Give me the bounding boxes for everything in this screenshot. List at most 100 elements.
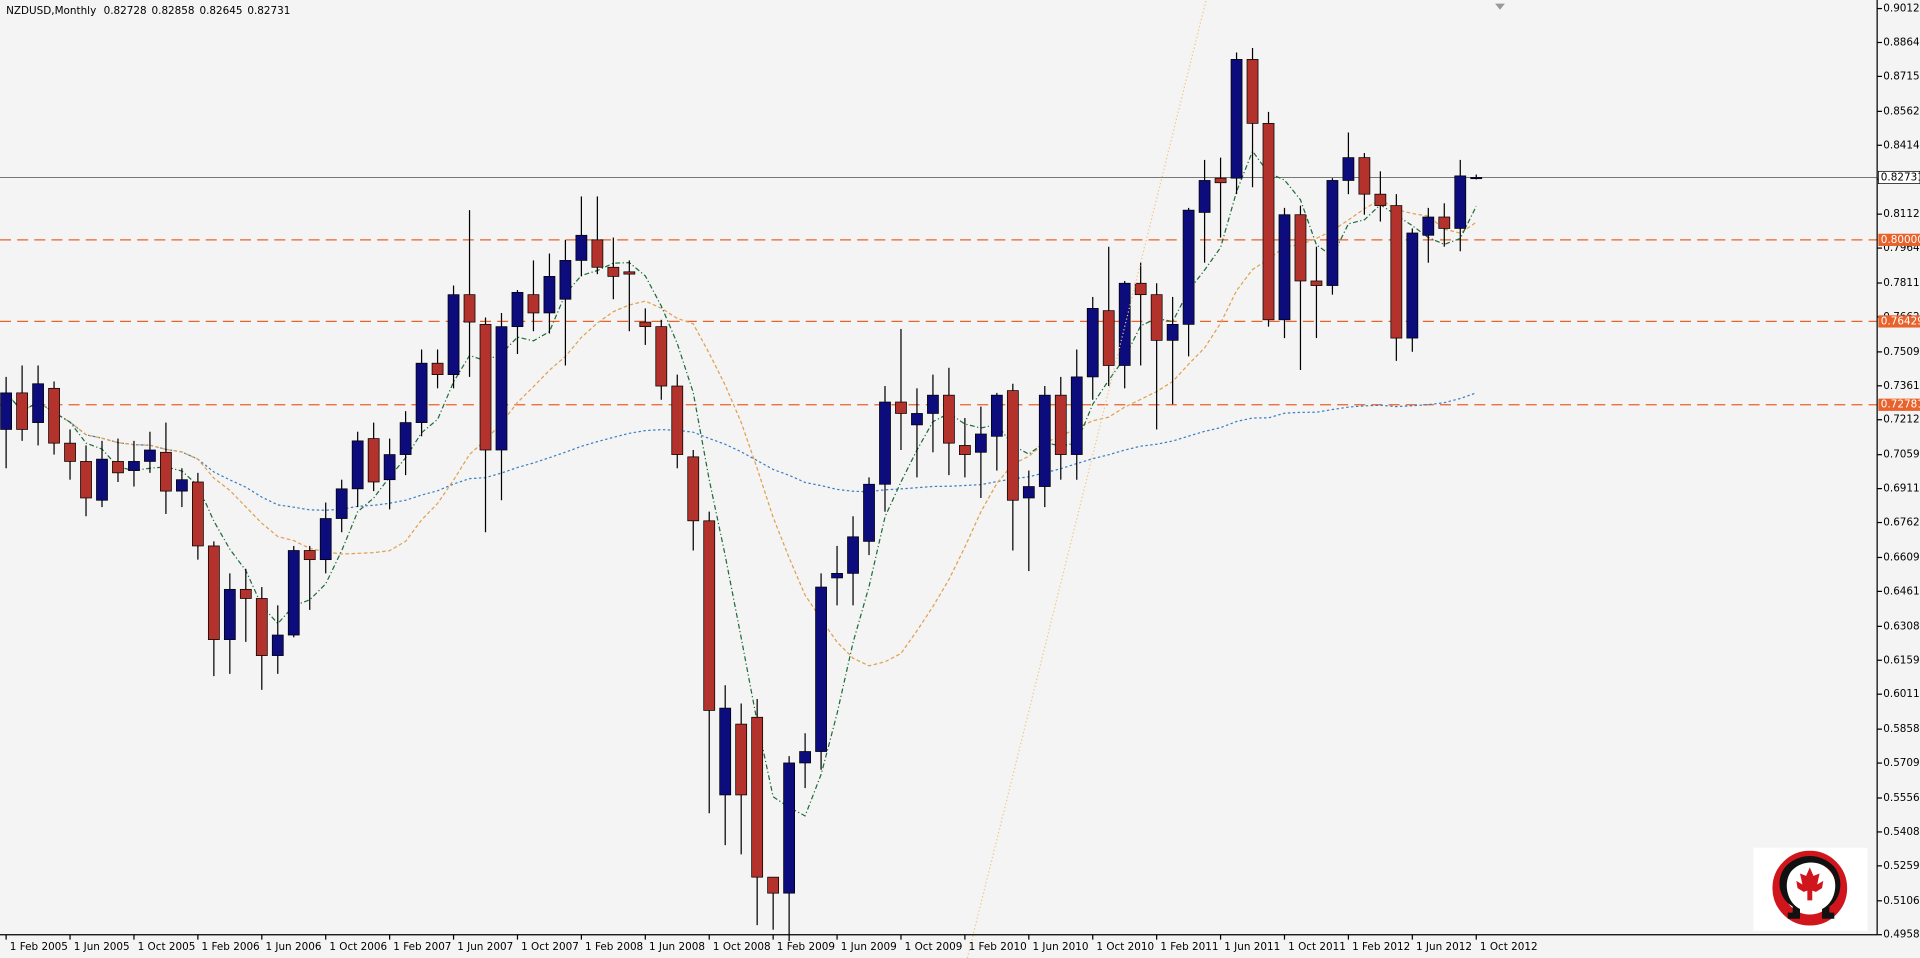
last-open: 0.82728 bbox=[104, 5, 147, 17]
candle-body bbox=[1422, 216, 1435, 236]
y-tick-label: 0.66095 bbox=[1883, 551, 1920, 563]
candle-body bbox=[879, 401, 891, 485]
x-tick-label: 1 Feb 2006 bbox=[202, 941, 260, 953]
candle-body bbox=[0, 392, 12, 430]
x-tick-label: 1 Jun 2008 bbox=[649, 941, 705, 953]
candle-body bbox=[479, 323, 492, 451]
candle-body bbox=[383, 454, 396, 481]
candle-body bbox=[1198, 180, 1211, 213]
candle-body bbox=[1022, 486, 1035, 499]
candle-body bbox=[575, 234, 588, 261]
candle-body bbox=[1310, 280, 1323, 286]
candle-body bbox=[112, 461, 124, 474]
y-tick-label: 0.55565 bbox=[1883, 792, 1920, 804]
candle-body bbox=[319, 518, 332, 561]
candle-body bbox=[1054, 394, 1067, 455]
candle-body bbox=[687, 456, 700, 522]
candle-body bbox=[1006, 390, 1019, 501]
candle-body bbox=[1134, 282, 1147, 296]
candle-body bbox=[399, 422, 412, 455]
x-tick-label: 1 Oct 2007 bbox=[521, 941, 579, 953]
candle-body bbox=[655, 326, 668, 387]
x-tick-label: 1 Jun 2006 bbox=[265, 941, 321, 953]
candle-body bbox=[1406, 232, 1419, 339]
candle-body bbox=[799, 751, 811, 764]
x-tick-label: 1 Jun 2005 bbox=[74, 941, 130, 953]
candle-body bbox=[431, 362, 444, 375]
candle-body bbox=[1102, 310, 1115, 366]
candle-body bbox=[367, 438, 380, 483]
y-tick-label: 0.90125 bbox=[1883, 3, 1920, 15]
x-tick-label: 1 Oct 2005 bbox=[138, 941, 196, 953]
candle-body bbox=[990, 394, 1003, 437]
candle-body bbox=[144, 449, 156, 462]
y-tick-label: 0.85625 bbox=[1883, 105, 1920, 117]
symbol: NZDUSD,Monthly bbox=[6, 5, 96, 17]
candle-body bbox=[1262, 122, 1275, 321]
last-high: 0.82858 bbox=[152, 5, 195, 17]
candle-body bbox=[48, 387, 60, 444]
candle-body bbox=[1182, 209, 1195, 325]
candle-body bbox=[671, 385, 684, 455]
plot-area bbox=[0, 47, 1878, 942]
candle-body bbox=[543, 276, 556, 314]
y-tick-label: 0.49580 bbox=[1883, 929, 1920, 941]
y-tick-label: 0.51065 bbox=[1883, 895, 1920, 907]
y-tick-label: 0.70595 bbox=[1883, 449, 1920, 461]
level-label: 0.72781 bbox=[1881, 399, 1920, 411]
candle-body bbox=[831, 572, 843, 579]
x-tick-label: 1 Feb 2012 bbox=[1352, 941, 1410, 953]
candle-body bbox=[1230, 59, 1243, 179]
chart-header: NZDUSD,Monthly 0.82728 0.82858 0.82645 0.827… bbox=[6, 5, 290, 17]
x-tick-label: 1 Feb 2011 bbox=[1160, 941, 1218, 953]
candle-body bbox=[207, 545, 220, 640]
x-tick-label: 1 Jun 2012 bbox=[1416, 941, 1472, 953]
y-tick-label: 0.75095 bbox=[1883, 346, 1920, 358]
candle-body bbox=[607, 266, 620, 277]
candle-body bbox=[751, 716, 764, 878]
candle-body bbox=[959, 445, 971, 455]
candle-body bbox=[32, 383, 44, 423]
x-tick-label: 1 Oct 2009 bbox=[905, 941, 963, 953]
candle-body bbox=[96, 458, 108, 501]
x-tick-label: 1 Oct 2010 bbox=[1096, 941, 1154, 953]
candle-body bbox=[255, 598, 268, 656]
moving-average bbox=[5, 198, 1477, 667]
y-tick-label: 0.72125 bbox=[1883, 414, 1920, 426]
candle-body bbox=[895, 401, 907, 414]
x-tick-label: 1 Feb 2009 bbox=[777, 941, 835, 953]
x-tick-label: 1 Jun 2010 bbox=[1032, 941, 1088, 953]
candle-body bbox=[1246, 59, 1259, 124]
x-tick-label: 1 Jun 2007 bbox=[457, 941, 513, 953]
moving-average bbox=[5, 392, 1477, 511]
level-label-box bbox=[1878, 315, 1920, 328]
candle-body bbox=[1326, 180, 1339, 286]
candle-body bbox=[495, 326, 508, 451]
candle-body bbox=[735, 723, 748, 796]
price-label-box bbox=[1878, 170, 1920, 184]
level-label-box bbox=[1878, 398, 1920, 411]
candle-body bbox=[511, 292, 524, 328]
candle-body bbox=[271, 634, 284, 656]
x-tick-label: 1 Jun 2009 bbox=[841, 941, 897, 953]
candle-body bbox=[1374, 193, 1387, 206]
candle-body bbox=[192, 481, 204, 547]
candle-body bbox=[1214, 177, 1227, 184]
logo-leaf bbox=[1796, 867, 1824, 901]
last-low: 0.82645 bbox=[199, 5, 242, 17]
x-tick-label: 1 Feb 2007 bbox=[393, 941, 451, 953]
candle-body bbox=[1086, 308, 1099, 378]
last-close: 0.82731 bbox=[247, 5, 290, 17]
candle-body bbox=[176, 479, 188, 492]
candle-body bbox=[1294, 214, 1307, 282]
x-tick-label: 1 Feb 2008 bbox=[585, 941, 643, 953]
